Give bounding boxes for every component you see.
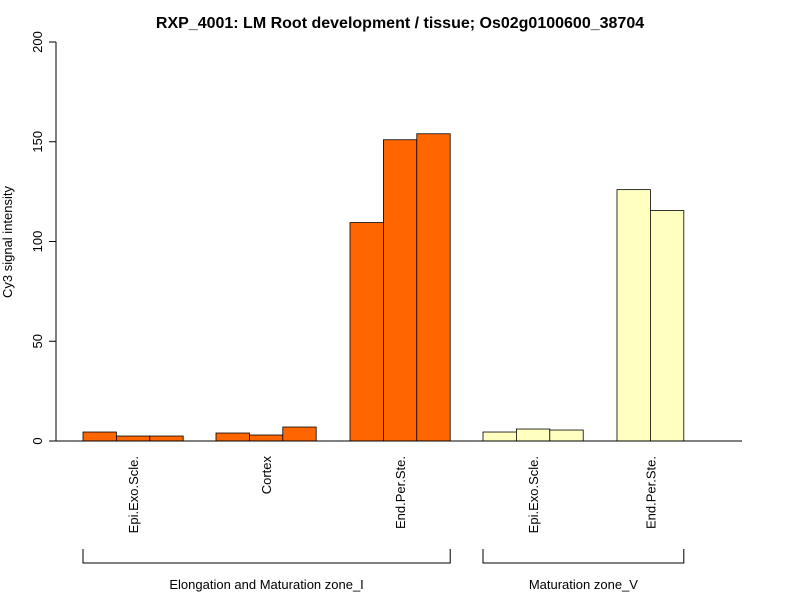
bar-3-0 (482, 431, 517, 442)
bars-layer (82, 133, 685, 442)
group-label-1: Maturation zone_V (529, 577, 638, 592)
category-label-1: Cortex (259, 456, 274, 495)
bar-0-2 (149, 435, 184, 442)
y-tick-label-50: 50 (30, 334, 45, 348)
bar-3-2 (549, 429, 584, 442)
group-bracket-0 (82, 549, 451, 564)
bar-1-2 (282, 426, 317, 442)
category-label-4: End.Per.Ste. (643, 456, 658, 529)
bar-2-0 (349, 222, 384, 442)
bar-4-0 (616, 189, 651, 442)
y-axis: 0 50 100 150 200 (30, 31, 57, 445)
bar-1-1 (248, 434, 284, 442)
bar-0-0 (82, 431, 117, 442)
bar-2-1 (382, 139, 418, 442)
group-brackets: Elongation and Maturation zone_I Maturati… (82, 549, 685, 592)
group-bracket-1 (482, 549, 685, 564)
group-label-0: Elongation and Maturation zone_I (169, 577, 363, 592)
category-label-0: Epi.Exo.Scle. (126, 456, 141, 533)
y-axis-label: Cy3 signal intensity (0, 186, 15, 298)
chart-title: RXP_4001: LM Root development / tissue; … (156, 15, 644, 32)
bar-3-1 (516, 428, 551, 442)
category-label-3: Epi.Exo.Scle. (526, 456, 541, 533)
category-label-2: End.Per.Ste. (393, 456, 408, 529)
bar-1-0 (215, 432, 250, 442)
y-tick-label-100: 100 (30, 231, 45, 253)
bar-0-1 (116, 435, 151, 442)
y-tick-label-150: 150 (30, 131, 45, 153)
x-axis: Epi.Exo.Scle. Cortex End.Per.Ste. Epi.Exo.S… (56, 440, 742, 533)
bar-2-2 (416, 133, 451, 442)
bar-4-1 (650, 210, 685, 442)
y-tick-label-0: 0 (30, 437, 45, 444)
y-tick-label-200: 200 (30, 31, 45, 53)
